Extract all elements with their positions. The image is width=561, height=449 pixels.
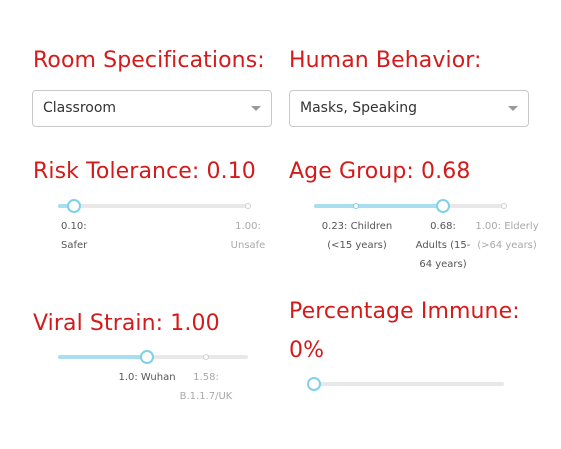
age-mark-elderly-value: 1.00: Elderly <box>475 221 539 232</box>
percentage-immune-heading: Percentage Immune: <box>289 299 520 324</box>
viral-mark-uk: 1.58: B.1.1.7/UK <box>174 368 238 406</box>
risk-mark-safer-value: 0.10: <box>61 221 87 232</box>
viral-mark-uk-label: B.1.1.7/UK <box>179 391 233 402</box>
age-mark-adults: 0.68: Adults (15- 64 years) <box>408 217 478 274</box>
human-behavior-select[interactable]: Masks, Speaking <box>289 90 529 127</box>
risk-tolerance-thumb[interactable] <box>67 199 81 213</box>
viral-mark-wuhan-label: 1.0: Wuhan <box>118 372 176 383</box>
percentage-immune-track[interactable] <box>314 382 504 386</box>
risk-tolerance-heading: Risk Tolerance: 0.10 <box>33 159 256 184</box>
age-mark-adults-range: Adults (15- <box>415 240 471 251</box>
risk-tolerance-track[interactable] <box>58 204 248 208</box>
risk-mark-unsafe: 1.00: Unsafe <box>218 217 278 255</box>
age-mark-adults-value: 0.68: <box>430 221 456 232</box>
room-type-selected-value: Classroom <box>43 100 117 116</box>
age-mark-elderly-range: (>64 years) <box>477 240 537 251</box>
room-type-select[interactable]: Classroom <box>32 90 272 127</box>
percentage-immune-thumb[interactable] <box>307 377 321 391</box>
human-behavior-selected-value: Masks, Speaking <box>300 100 417 116</box>
age-group-mark-dot-elderly[interactable] <box>501 203 507 209</box>
age-mark-children: 0.23: Children (<15 years) <box>312 217 402 255</box>
risk-mark-unsafe-label: Unsafe <box>230 240 266 251</box>
viral-strain-fill <box>58 355 147 359</box>
age-mark-elderly: 1.00: Elderly (>64 years) <box>468 217 546 255</box>
viral-mark-wuhan: 1.0: Wuhan <box>112 368 182 387</box>
risk-tolerance-fill <box>58 204 74 208</box>
chevron-down-icon <box>508 106 518 111</box>
age-group-mark-dot-children[interactable] <box>353 203 359 209</box>
viral-strain-thumb[interactable] <box>140 350 154 364</box>
risk-mark-safer-label: Safer <box>61 240 88 251</box>
viral-mark-uk-value: 1.58: <box>193 372 219 383</box>
room-specifications-heading: Room Specifications: <box>33 48 265 73</box>
viral-strain-heading: Viral Strain: 1.00 <box>33 311 220 336</box>
age-group-fill <box>314 204 443 208</box>
human-behavior-heading: Human Behavior: <box>289 48 482 73</box>
risk-tolerance-mark-dot[interactable] <box>245 203 251 209</box>
age-mark-adults-range-cont: 64 years) <box>419 259 467 270</box>
age-group-thumb[interactable] <box>436 199 450 213</box>
risk-mark-unsafe-value: 1.00: <box>235 221 261 232</box>
age-mark-children-range: (<15 years) <box>327 240 387 251</box>
risk-mark-safer: 0.10: Safer <box>44 217 104 255</box>
percentage-immune-value: 0% <box>289 338 325 363</box>
age-group-heading: Age Group: 0.68 <box>289 159 471 184</box>
viral-strain-mark-dot[interactable] <box>203 354 209 360</box>
chevron-down-icon <box>251 106 261 111</box>
age-mark-children-value: 0.23: Children <box>321 221 393 232</box>
